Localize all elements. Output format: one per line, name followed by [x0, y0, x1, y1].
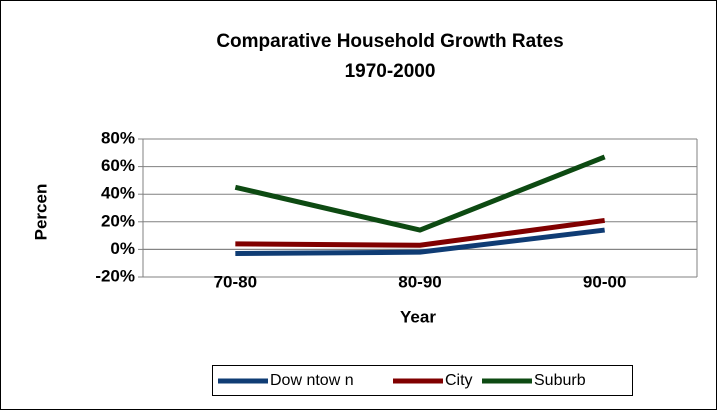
y-tick-label: 40% — [101, 184, 135, 203]
y-axis-label: Percen — [31, 184, 50, 241]
x-tick-label: 70-80 — [214, 272, 257, 291]
line-series — [235, 217, 605, 248]
chart-subtitle: 1970-2000 — [345, 61, 436, 82]
line-series — [235, 227, 605, 257]
line-series — [234, 154, 606, 233]
y-tick-label: 0% — [110, 239, 135, 258]
chart-title: Comparative Household Growth Rates — [216, 31, 563, 52]
legend-label: Suburb — [534, 372, 586, 389]
y-tick-label: 80% — [101, 128, 135, 147]
x-axis-label: Year — [400, 307, 436, 326]
legend-label: City — [445, 372, 473, 389]
legend-label: Dow ntow n — [270, 372, 354, 389]
y-tick-label: -20% — [95, 266, 135, 285]
y-tick-label: 60% — [101, 156, 135, 175]
x-tick-label: 80-90 — [398, 272, 441, 291]
x-tick-label: 90-00 — [583, 272, 626, 291]
y-tick-label: 20% — [101, 211, 135, 230]
